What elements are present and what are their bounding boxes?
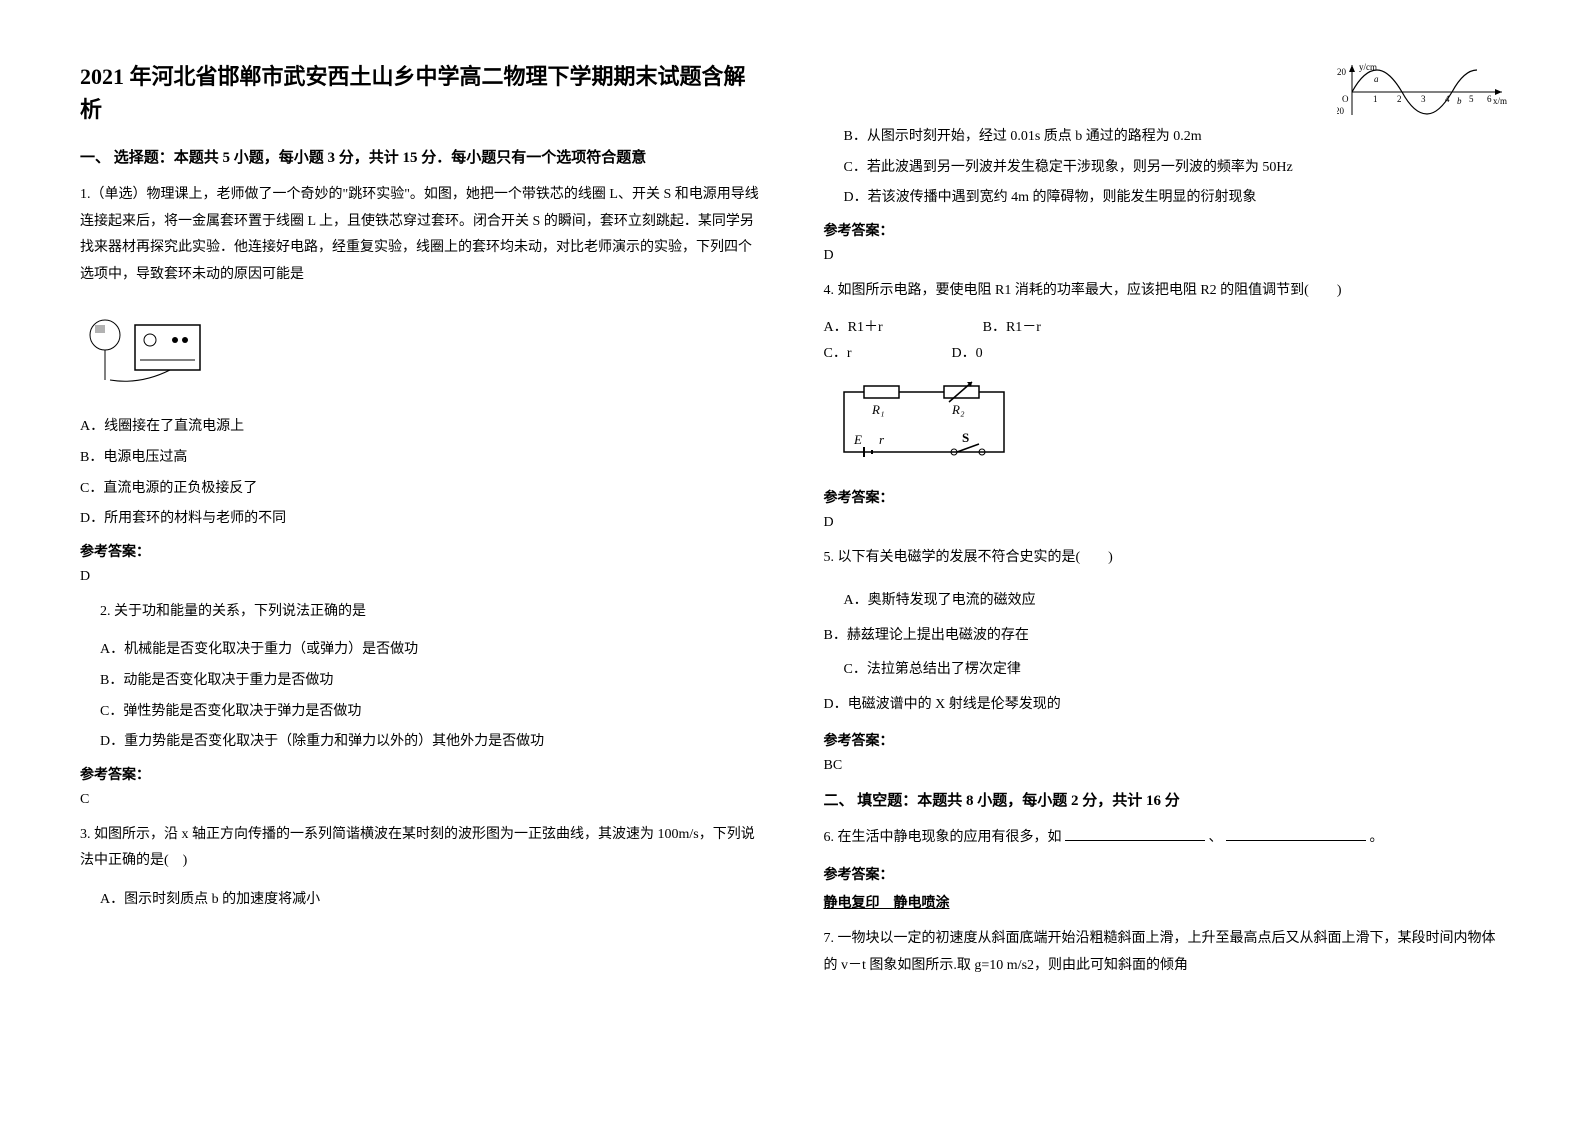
q3-text: 3. 如图所示，沿 x 轴正方向传播的一系列简谐横波在某时刻的波形图为一正弦曲线…: [80, 827, 755, 869]
document-title: 2021 年河北省邯郸市武安西土山乡中学高二物理下学期期末试题含解析: [80, 60, 764, 126]
e-label: E: [853, 432, 862, 447]
blank-2: [1226, 827, 1366, 841]
q6-answer: 静电复印 静电喷涂: [824, 892, 1508, 912]
question-2: 2. 关于功和能量的关系，下列说法正确的是: [100, 599, 764, 626]
q3-answer: D: [824, 248, 1508, 264]
q1-text: 1.（单选）物理课上，老师做了一个奇妙的"跳环实验"。如图，她把一个带铁芯的线圈…: [80, 187, 759, 282]
point-b: b: [1457, 96, 1462, 106]
q5-option-b: B．赫兹理论上提出电磁波的存在: [824, 623, 1166, 650]
q1-option-b: B．电源电压过高: [80, 445, 764, 472]
q1-answer: D: [80, 569, 764, 585]
svg-text:5: 5: [1469, 94, 1474, 104]
q3-option-a: A．图示时刻质点 b 的加速度将减小: [100, 887, 764, 914]
q1-answer-label: 参考答案：: [80, 541, 764, 561]
q5-text: 5. 以下有关电磁学的发展不符合史实的是( ): [824, 550, 1113, 565]
q4-option-d: D．0: [952, 342, 983, 362]
section2-header: 二、 填空题：本题共 8 小题，每小题 2 分，共计 16 分: [824, 789, 1508, 810]
q5-answer-label: 参考答案：: [824, 730, 1508, 750]
q2-option-c: C．弹性势能是否变化取决于弹力是否做功: [100, 699, 764, 726]
ylabel: y/cm: [1359, 62, 1377, 72]
q3-option-d: D．若该波传播中遇到宽约 4m 的障碍物，则能发生明显的衍射现象: [844, 185, 1508, 212]
q6-suffix: 。: [1370, 830, 1384, 845]
q1-option-d: D．所用套环的材料与老师的不同: [80, 506, 764, 533]
q6-sep: 、: [1209, 830, 1223, 845]
q5-option-a: A．奥斯特发现了电流的磁效应: [844, 588, 1186, 615]
q3-answer-label: 参考答案：: [824, 220, 1508, 240]
q5-option-d: D．电磁波谱中的 X 射线是伦琴发现的: [824, 692, 1166, 719]
question-1: 1.（单选）物理课上，老师做了一个奇妙的"跳环实验"。如图，她把一个带铁芯的线圈…: [80, 182, 764, 288]
question-5: 5. 以下有关电磁学的发展不符合史实的是( ): [824, 545, 1508, 572]
q5-answer: BC: [824, 758, 1508, 774]
q2-answer: C: [80, 792, 764, 808]
svg-text:3: 3: [1421, 94, 1426, 104]
wave-chart: y/cm 20 -20 O 1 2 3 4 5 6 x/m a b: [1337, 60, 1507, 130]
q2-answer-label: 参考答案：: [80, 764, 764, 784]
xlabel: x/m: [1493, 96, 1507, 106]
origin-o: O: [1342, 94, 1349, 104]
q3-option-c: C．若此波遇到另一列波并发生稳定干涉现象，则另一列波的频率为 50Hz: [844, 155, 1508, 182]
question-4: 4. 如图所示电路，要使电阻 R1 消耗的功率最大，应该把电阻 R2 的阻值调节…: [824, 278, 1508, 305]
q2-option-d: D．重力势能是否变化取决于（除重力和弹力以外的）其他外力是否做功: [100, 729, 764, 756]
blank-1: [1065, 827, 1205, 841]
q5-option-c: C．法拉第总结出了楞次定律: [844, 657, 1186, 684]
question-7: 7. 一物块以一定的初速度从斜面底端开始沿粗糙斜面上滑，上升至最高点后又从斜面上…: [824, 926, 1508, 979]
q1-option-a: A．线圈接在了直流电源上: [80, 414, 764, 441]
q6-answer-label: 参考答案：: [824, 864, 1508, 884]
point-a: a: [1374, 74, 1379, 84]
q4-option-c: C．r: [824, 342, 852, 362]
svg-text:4: 4: [1445, 94, 1450, 104]
r2-label: R₂: [951, 402, 965, 417]
q2-option-b: B．动能是否变化取决于重力是否做功: [100, 668, 764, 695]
section1-header: 一、 选择题：本题共 5 小题，每小题 3 分，共计 15 分．每小题只有一个选…: [80, 146, 764, 167]
question-3: 3. 如图所示，沿 x 轴正方向传播的一系列简谐横波在某时刻的波形图为一正弦曲线…: [80, 822, 764, 875]
ytick-neg20: -20: [1337, 106, 1344, 116]
s-label: S: [962, 430, 969, 445]
r-label: r: [879, 432, 885, 447]
q6-text: 6. 在生活中静电现象的应用有很多，如: [824, 830, 1062, 845]
q4-option-a: A．R1＋r: [824, 316, 883, 336]
experiment-image: [80, 310, 210, 400]
q4-answer: D: [824, 515, 1508, 531]
r1-label: R₁: [871, 402, 884, 417]
q1-option-c: C．直流电源的正负极接反了: [80, 476, 764, 503]
q2-option-a: A．机械能是否变化取决于重力（或弹力）是否做功: [100, 637, 764, 664]
left-column: 2021 年河北省邯郸市武安西土山乡中学高二物理下学期期末试题含解析 一、 选择…: [80, 60, 764, 991]
q4-option-b: B．R1－r: [983, 316, 1041, 336]
svg-text:6: 6: [1487, 94, 1492, 104]
q7-text: 7. 一物块以一定的初速度从斜面底端开始沿粗糙斜面上滑，上升至最高点后又从斜面上…: [824, 931, 1496, 973]
svg-text:1: 1: [1373, 94, 1378, 104]
svg-text:2: 2: [1397, 94, 1402, 104]
question-6: 6. 在生活中静电现象的应用有很多，如 、 。: [824, 825, 1508, 852]
q4-answer-label: 参考答案：: [824, 487, 1508, 507]
q2-text: 2. 关于功和能量的关系，下列说法正确的是: [100, 604, 366, 619]
q4-text: 4. 如图所示电路，要使电阻 R1 消耗的功率最大，应该把电阻 R2 的阻值调节…: [824, 283, 1342, 298]
right-column: y/cm 20 -20 O 1 2 3 4 5 6 x/m a b B．从图示时…: [824, 60, 1508, 991]
ytick-20: 20: [1337, 67, 1347, 77]
circuit-diagram: R₁ R₂ E r S: [824, 372, 1508, 477]
